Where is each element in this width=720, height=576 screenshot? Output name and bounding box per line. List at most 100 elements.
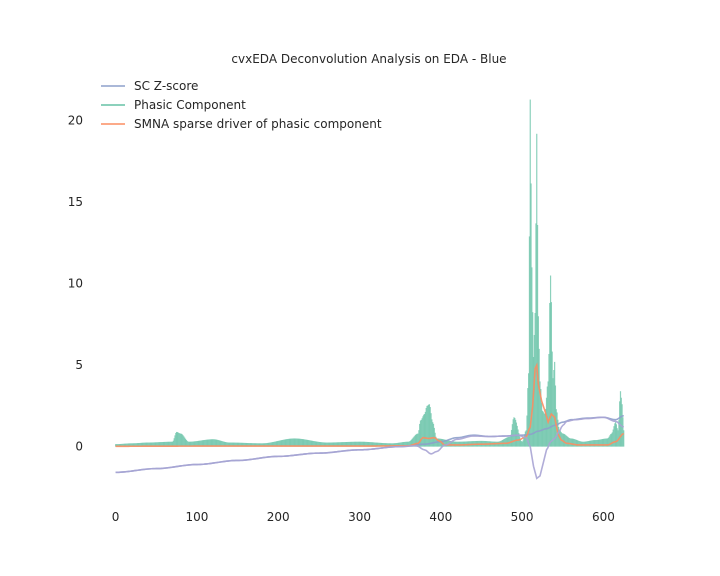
- phasic-bar: [296, 438, 298, 447]
- phasic-bar: [541, 403, 543, 447]
- phasic-bar: [167, 441, 169, 447]
- phasic-bar: [506, 437, 509, 447]
- phasic-bar: [182, 435, 184, 447]
- phasic-bar: [549, 275, 552, 447]
- phasic-bar: [547, 381, 549, 447]
- phasic-bar: [522, 440, 524, 447]
- phasic-bar: [115, 444, 118, 447]
- phasic-bar: [121, 443, 123, 447]
- phasic-bar: [590, 440, 592, 447]
- phasic-bar: [119, 444, 121, 447]
- phasic-bar: [450, 441, 452, 447]
- phasic-bar: [258, 443, 260, 447]
- phasic-bar: [120, 443, 122, 447]
- phasic-bar: [386, 443, 388, 447]
- x-tick-label: 300: [348, 510, 371, 524]
- phasic-bar: [118, 444, 120, 447]
- phasic-bar: [300, 438, 302, 447]
- phasic-bar: [569, 438, 571, 447]
- phasic-bar: [531, 267, 533, 447]
- phasic-bar: [582, 441, 584, 447]
- phasic-bar: [370, 442, 372, 447]
- phasic-bar: [392, 443, 394, 447]
- phasic-bar: [290, 438, 292, 447]
- phasic-bar: [573, 439, 575, 447]
- phasic-bar: [236, 442, 238, 447]
- phasic-bar: [608, 436, 610, 447]
- legend-label: SMNA sparse driver of phasic component: [134, 117, 382, 131]
- phasic-bar: [615, 424, 618, 447]
- phasic-bar: [554, 385, 557, 447]
- phasic-bar: [201, 440, 203, 447]
- phasic-bar: [523, 437, 525, 447]
- phasic-bar: [135, 443, 137, 447]
- phasic-bar: [536, 225, 539, 447]
- phasic-bar: [276, 441, 279, 447]
- phasic-bar: [117, 444, 119, 447]
- phasic-bar: [548, 353, 550, 447]
- phasic-bar: [324, 442, 326, 447]
- phasic-bar: [577, 440, 579, 447]
- phasic-bar: [380, 442, 382, 447]
- phasic-bar: [289, 438, 292, 447]
- phasic-bar: [397, 442, 400, 447]
- phasic-bar: [318, 441, 320, 447]
- phasic-bar: [166, 441, 168, 447]
- phasic-bar: [352, 441, 354, 447]
- phasic-bar: [189, 441, 191, 447]
- phasic-bar: [345, 442, 347, 447]
- phasic-bar: [328, 442, 331, 447]
- phasic-bar: [250, 443, 252, 447]
- phasic-bar: [360, 441, 362, 447]
- phasic-bar: [357, 441, 359, 447]
- x-tick-label: 500: [511, 510, 534, 524]
- phasic-bar: [382, 443, 384, 447]
- phasic-bar: [584, 441, 587, 447]
- phasic-bar: [132, 443, 134, 447]
- phasic-bar: [415, 434, 418, 447]
- phasic-bar: [574, 439, 576, 447]
- phasic-bar: [277, 440, 279, 447]
- phasic-bar: [528, 236, 531, 447]
- phasic-bar: [444, 439, 446, 447]
- phasic-bar: [617, 430, 619, 447]
- phasic-bar: [581, 441, 583, 447]
- phasic-bar: [457, 441, 459, 447]
- phasic-bar: [341, 442, 343, 447]
- series-line: [115, 362, 625, 448]
- phasic-bar: [265, 443, 267, 447]
- phasic-bar: [346, 441, 348, 447]
- phasic-bar: [174, 435, 176, 447]
- phasic-bar: [231, 442, 233, 447]
- phasic-bar: [183, 436, 185, 447]
- phasic-bar: [136, 443, 138, 447]
- phasic-bar: [535, 223, 537, 447]
- phasic-bar: [568, 437, 570, 447]
- phasic-bar: [604, 438, 606, 447]
- phasic-bar: [400, 442, 402, 447]
- phasic-bar: [271, 442, 274, 447]
- phasic-bar: [266, 443, 268, 447]
- phasic-bar: [193, 441, 196, 447]
- phasic-bar: [539, 381, 541, 447]
- phasic-bar: [579, 441, 581, 447]
- phasic-bar: [311, 440, 313, 447]
- phasic-bar: [157, 442, 159, 447]
- phasic-bar: [380, 442, 383, 447]
- phasic-bar: [387, 443, 389, 447]
- phasic-bar: [115, 444, 117, 447]
- y-tick-label: 0: [75, 440, 83, 454]
- y-tick-label: 15: [68, 195, 83, 209]
- phasic-bar: [229, 442, 231, 447]
- phasic-bar: [350, 441, 352, 447]
- phasic-bar: [359, 441, 361, 447]
- phasic-bar: [367, 441, 369, 447]
- phasic-bar: [152, 442, 154, 447]
- phasic-bar: [128, 443, 131, 447]
- phasic-bar: [606, 438, 608, 447]
- phasic-bar: [530, 183, 532, 447]
- phasic-bar: [588, 440, 590, 447]
- phasic-bar: [407, 441, 409, 447]
- legend-label: SC Z-score: [134, 79, 198, 93]
